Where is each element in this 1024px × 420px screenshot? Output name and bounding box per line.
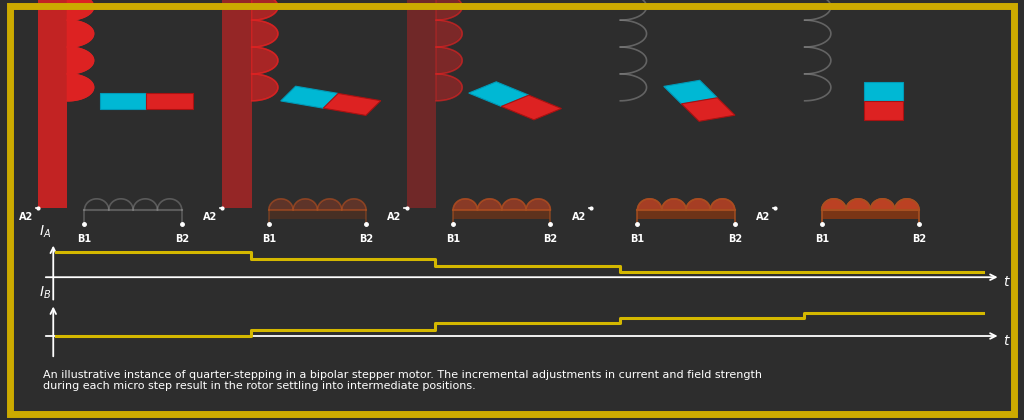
Polygon shape [68,74,93,101]
Polygon shape [864,101,903,120]
Polygon shape [526,199,551,210]
Polygon shape [324,93,381,116]
Text: A2: A2 [387,212,401,222]
Text: A2: A2 [571,212,586,222]
Text: A2: A2 [203,212,217,222]
Text: An illustrative instance of quarter-stepping in a bipolar stepper motor. The inc: An illustrative instance of quarter-step… [43,370,762,391]
Polygon shape [454,199,477,210]
Polygon shape [281,86,338,108]
Text: $t$: $t$ [1002,334,1011,348]
Text: A2: A2 [756,212,770,222]
Bar [454,210,551,219]
Bar [637,210,735,219]
Polygon shape [268,199,293,210]
Polygon shape [252,74,278,101]
Polygon shape [664,80,718,104]
Bar [821,210,920,219]
Bar [407,0,436,208]
Polygon shape [100,93,146,109]
Text: B1: B1 [815,234,828,244]
Text: B2: B2 [544,234,557,244]
Polygon shape [146,93,193,109]
Text: B2: B2 [175,234,188,244]
Text: B1: B1 [631,234,644,244]
Polygon shape [252,20,278,47]
Polygon shape [68,20,93,47]
Polygon shape [436,20,462,47]
Text: $t$: $t$ [1002,275,1011,289]
Polygon shape [681,98,735,121]
Polygon shape [864,82,903,101]
Polygon shape [686,199,711,210]
Bar [222,0,252,208]
Polygon shape [252,47,278,74]
Polygon shape [293,199,317,210]
Text: $I_A$: $I_A$ [39,224,51,240]
Polygon shape [436,0,462,20]
Text: B2: B2 [912,234,926,244]
Polygon shape [68,0,93,20]
Polygon shape [436,74,462,101]
Polygon shape [477,199,502,210]
Bar [38,0,68,208]
Polygon shape [846,199,870,210]
Polygon shape [68,47,93,74]
Text: B2: B2 [728,234,741,244]
Polygon shape [821,199,846,210]
Polygon shape [711,199,735,210]
Polygon shape [895,199,920,210]
Text: $I_B$: $I_B$ [39,285,51,301]
Polygon shape [502,95,561,120]
Polygon shape [502,199,526,210]
Polygon shape [870,199,895,210]
Polygon shape [342,199,367,210]
Bar [268,210,367,219]
Polygon shape [637,199,662,210]
Text: B1: B1 [78,234,91,244]
Text: A2: A2 [18,212,33,222]
Polygon shape [662,199,686,210]
Text: B1: B1 [446,234,460,244]
Polygon shape [469,82,528,106]
Text: B1: B1 [262,234,275,244]
Polygon shape [252,0,278,20]
Polygon shape [436,47,462,74]
Polygon shape [317,199,342,210]
Text: B2: B2 [359,234,373,244]
